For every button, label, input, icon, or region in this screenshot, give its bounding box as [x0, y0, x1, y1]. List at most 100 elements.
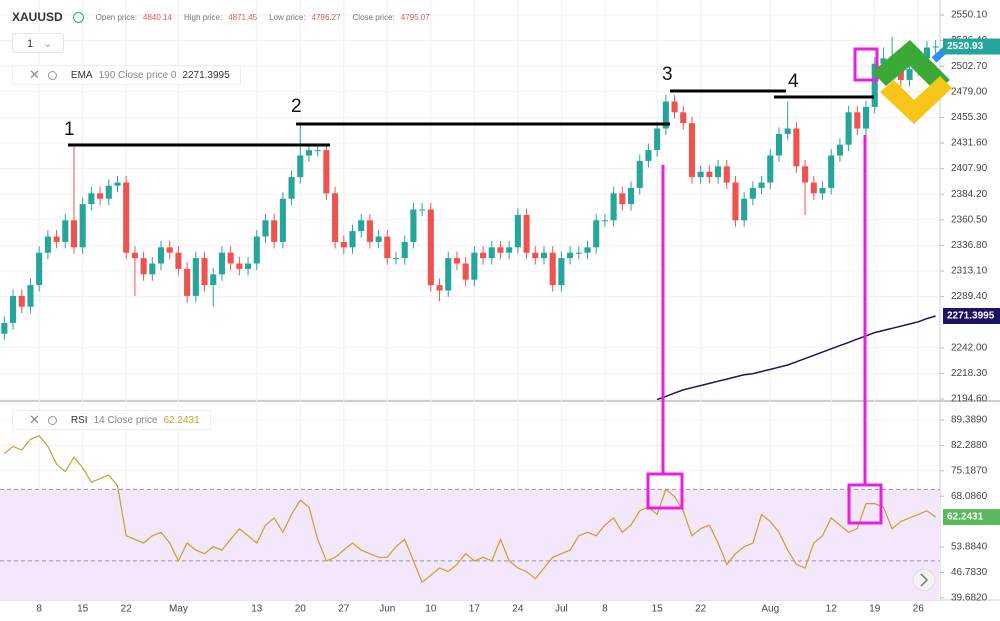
candle-body: [349, 231, 356, 248]
candle-body: [79, 204, 86, 248]
candle-body: [671, 101, 678, 113]
candle-body: [627, 187, 635, 205]
ohlc-label: Open price:: [95, 12, 138, 22]
candle-body: [227, 252, 234, 264]
x-tick-label: Aug: [761, 604, 779, 615]
candle-body: [271, 220, 278, 242]
ema-legend: ✕ EMA 190 Close price 0 2271.3995: [12, 65, 241, 85]
y-tick-label: 68.0860: [951, 491, 988, 502]
candle-body: [157, 247, 165, 264]
candle-body: [88, 193, 95, 205]
y-tick-label: 82.2880: [951, 440, 988, 451]
x-tick-label: 17: [469, 604, 481, 615]
candle-body: [453, 258, 460, 264]
x-tick-label: 10: [425, 604, 437, 615]
candle-body: [845, 112, 852, 145]
candle-body: [210, 274, 217, 286]
candle-body: [236, 263, 243, 269]
y-tick-label: 39.6820: [951, 592, 988, 603]
ohlc-value: 4871.45: [228, 12, 258, 22]
close-icon[interactable]: ✕: [29, 67, 40, 82]
indicator-params: 190 Close price 0: [98, 69, 177, 81]
interval[interactable]: 1: [27, 38, 34, 50]
candle-body: [323, 150, 330, 194]
candle-body: [53, 236, 60, 242]
clock-icon: [72, 11, 84, 23]
settings-icon[interactable]: [47, 415, 57, 425]
dropdown-arrow[interactable]: ⌄: [43, 38, 53, 50]
indicator-params: 14 Close price: [93, 414, 158, 426]
candle-body: [836, 144, 843, 156]
y-tick-label: 2336.80: [951, 240, 988, 251]
candle-body: [775, 133, 783, 156]
candle-body: [419, 209, 426, 211]
candle-body: [366, 220, 373, 242]
ohlc-label: Low price:: [269, 12, 306, 22]
y-tick-label: 2479.00: [951, 86, 988, 97]
x-tick-label: 15: [77, 604, 89, 615]
header: XAUUSD Open price: 4840.14 High price: 487…: [12, 10, 436, 24]
scroll-button-circle[interactable]: [912, 568, 936, 592]
y-tick-label: 2550.10: [951, 10, 988, 21]
annotation-label: 1: [64, 119, 75, 140]
settings-icon[interactable]: [47, 70, 57, 80]
y-tick-label: 2289.40: [951, 291, 988, 302]
x-tick-label: Jul: [555, 604, 568, 615]
y-tick-label: 2455.30: [951, 112, 988, 123]
logo-part: [880, 76, 952, 124]
scroll-button[interactable]: [912, 568, 936, 592]
candle-body: [506, 247, 513, 253]
candle-body: [802, 166, 809, 183]
rsi-value-label: 62.2431: [947, 512, 984, 523]
candle-body: [601, 220, 608, 222]
x-tick-label: 22: [121, 604, 133, 615]
x-tick-label: 8: [602, 604, 608, 615]
candle-body: [715, 166, 722, 178]
candle-body: [375, 236, 382, 242]
close-icon[interactable]: ✕: [29, 412, 40, 427]
candle-body: [654, 128, 661, 151]
candle-body: [523, 214, 530, 253]
candle-body: [175, 252, 182, 269]
x-tick-label: 15: [652, 604, 664, 615]
candle-body: [445, 258, 452, 291]
candle-body: [862, 106, 870, 129]
candle-body: [810, 182, 817, 194]
candle-body: [44, 236, 51, 253]
last-price-label: 2520.93: [947, 41, 984, 52]
candle-body: [549, 252, 556, 286]
candle-body: [392, 258, 400, 260]
indicator-value: 2271.3995: [182, 69, 230, 81]
candle-body: [732, 182, 739, 221]
y-tick-label: 2360.50: [951, 214, 988, 225]
x-tick-label: 8: [36, 604, 42, 615]
candle-body: [314, 150, 321, 152]
candle-body: [201, 258, 208, 286]
annotation-label: 4: [788, 71, 799, 92]
annotation-label: 2: [291, 96, 302, 117]
ohlc-value: 4840.14: [143, 12, 172, 22]
candle-body: [749, 187, 756, 199]
candle-body: [436, 285, 443, 291]
x-tick-label: 22: [695, 604, 707, 615]
y-tick-label: 46.7830: [951, 567, 988, 578]
candle-body: [741, 198, 748, 221]
candle-body: [427, 209, 434, 286]
y-tick-label: 2194.60: [951, 394, 988, 405]
rsi-legend: ✕ RSI 14 Close price 62.2431: [12, 410, 211, 430]
candle-body: [906, 69, 913, 80]
candle-body: [262, 220, 269, 237]
candle-body: [305, 150, 313, 156]
scroll-button-arrow[interactable]: [920, 573, 929, 587]
candle-body: [619, 193, 626, 205]
candle-body: [410, 209, 417, 242]
last-price-label-box: [943, 38, 1000, 55]
candle-body: [497, 247, 504, 253]
ema-value-label-box: [943, 308, 1000, 325]
x-tick-label: 27: [338, 604, 350, 615]
interval-dropdown[interactable]: 1 ⌄: [12, 33, 64, 53]
x-tick-label: 19: [869, 604, 881, 615]
candle-body: [358, 220, 365, 232]
symbol: XAUUSD: [12, 10, 63, 24]
